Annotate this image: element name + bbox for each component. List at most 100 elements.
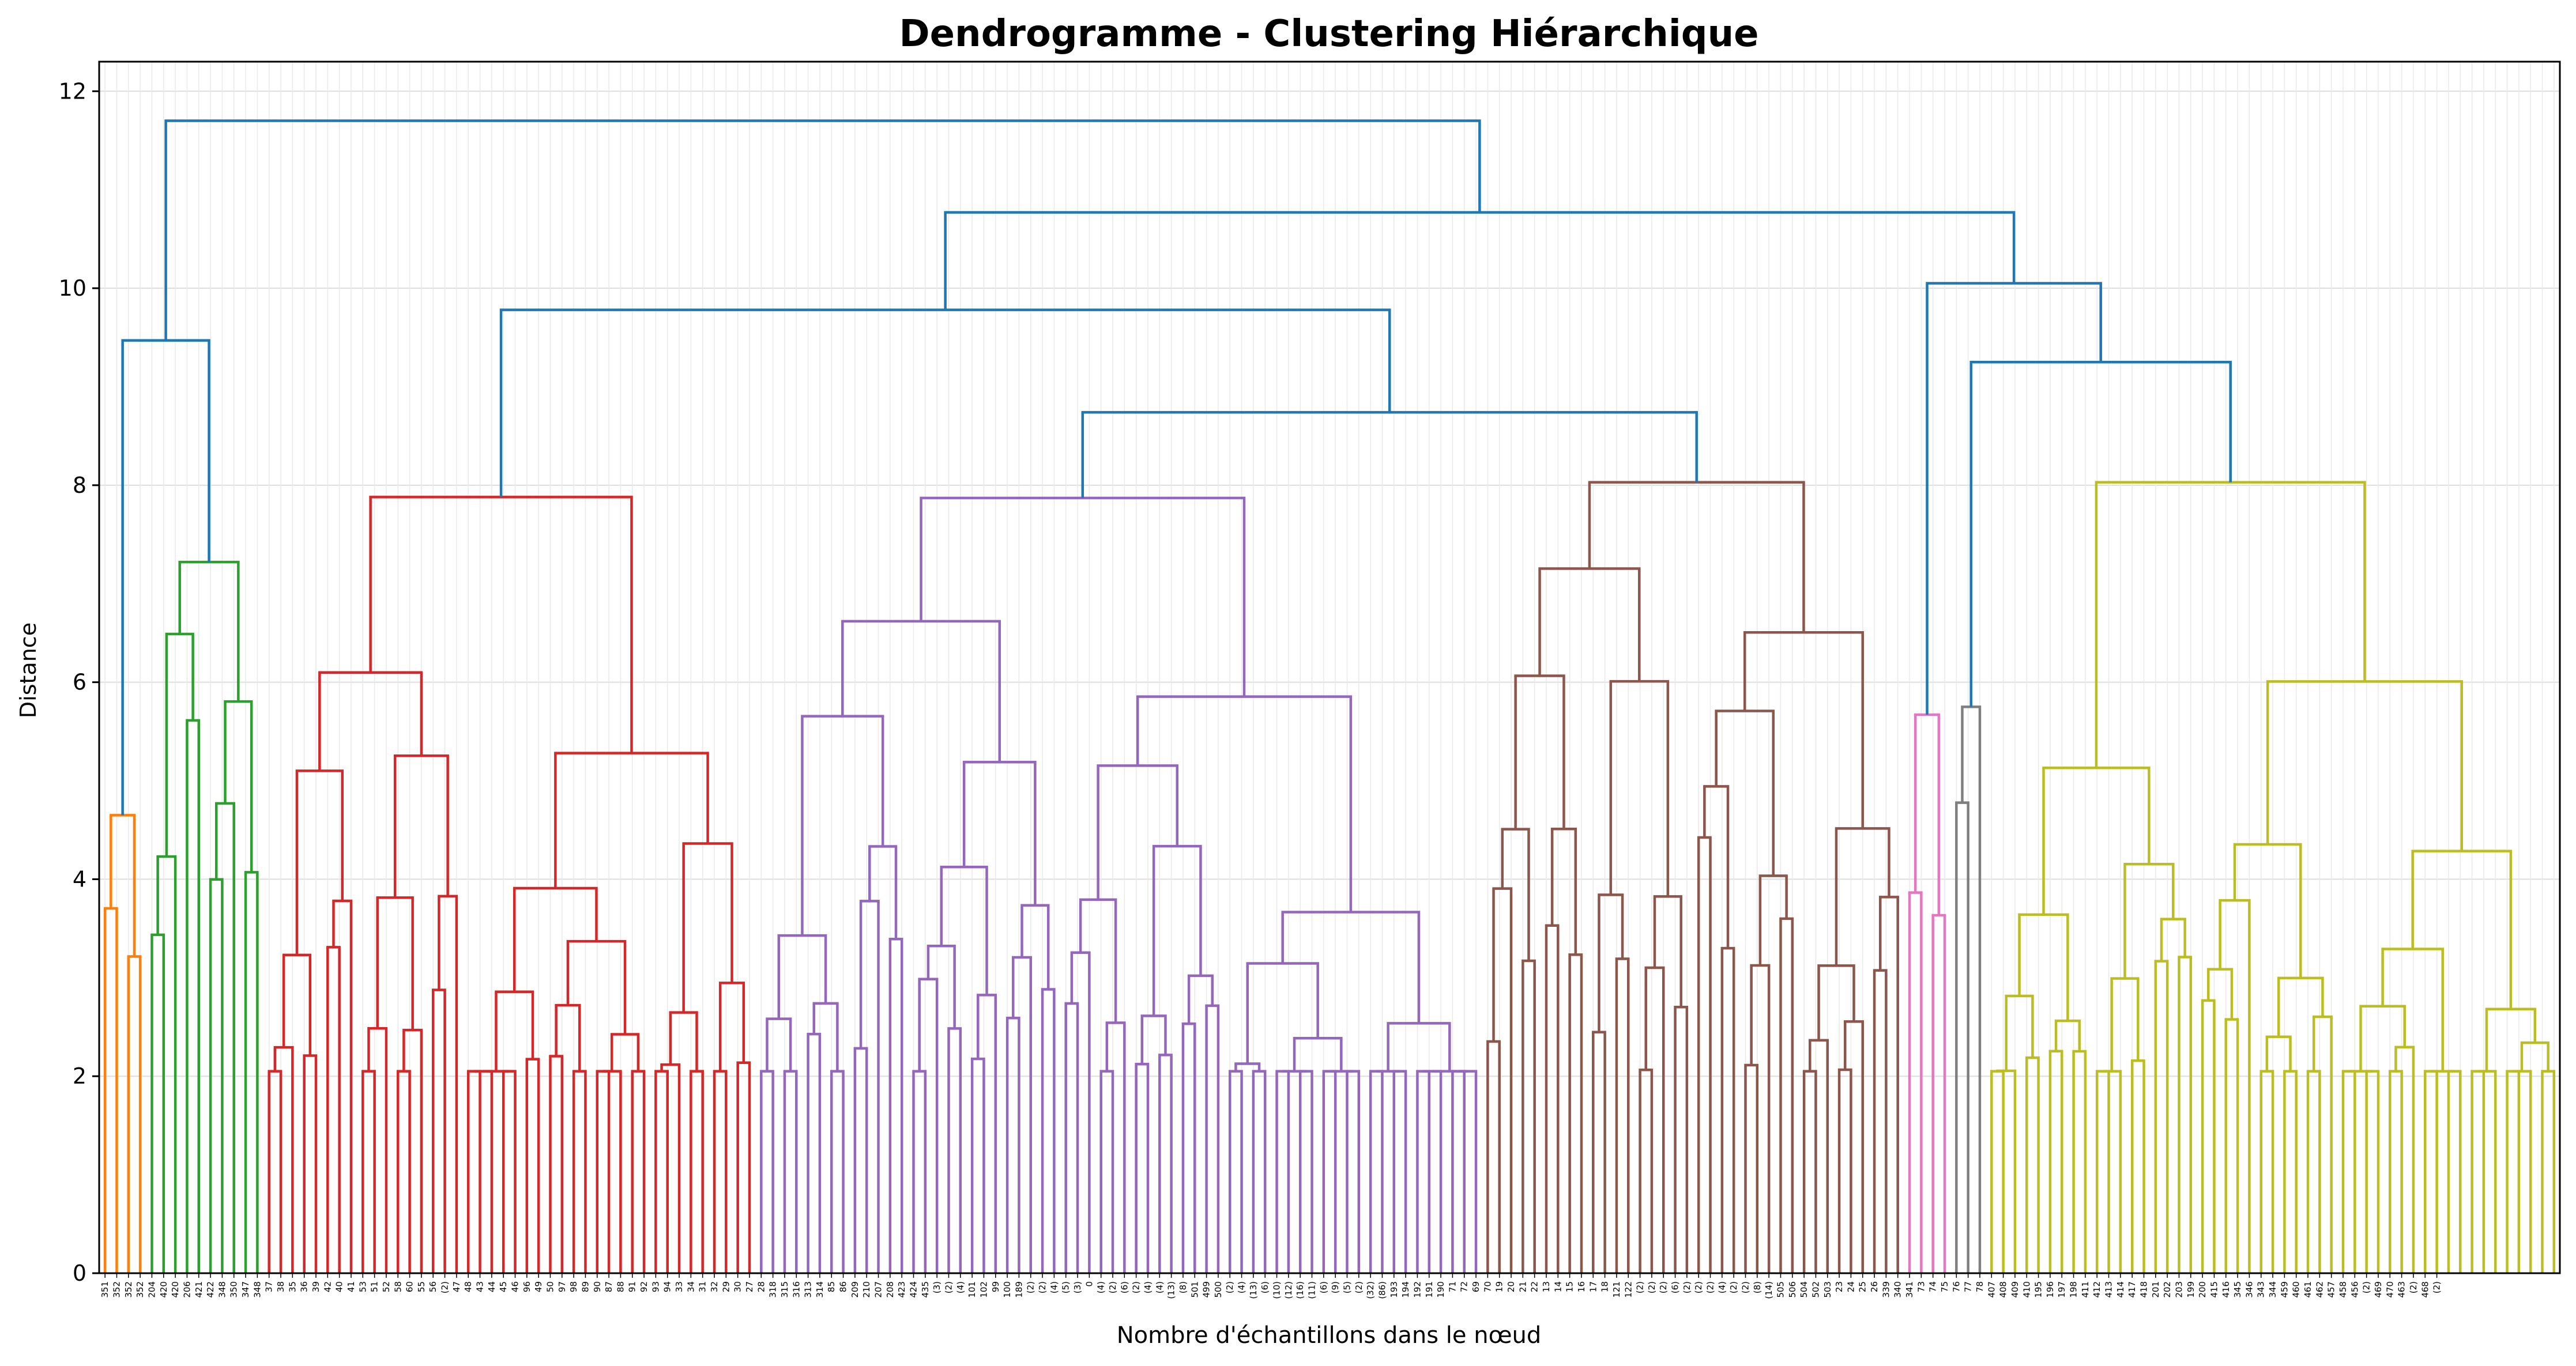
- x-tick-label: 189: [1014, 1281, 1024, 1298]
- x-tick-label: 42: [322, 1281, 333, 1292]
- cluster-link: [602, 1070, 622, 1273]
- x-tick-label: 30: [733, 1281, 743, 1292]
- cluster-link: [224, 700, 253, 873]
- x-tick-label: 315: [779, 1281, 790, 1298]
- x-tick-label: 78: [1975, 1281, 1985, 1292]
- cluster-link: [660, 1063, 681, 1273]
- x-tick-label: (4): [1096, 1281, 1106, 1293]
- x-tick-label: 194: [1400, 1281, 1411, 1298]
- x-tick-label: 415: [2209, 1281, 2219, 1298]
- x-tick-label: 60: [405, 1281, 415, 1292]
- x-tick-label: (32): [1365, 1281, 1376, 1299]
- cluster-link: [2381, 948, 2445, 1071]
- x-tick-label: 51: [370, 1281, 380, 1292]
- cluster-link: [1914, 713, 1941, 915]
- x-tick-label: (6): [1119, 1281, 1129, 1293]
- dendrogram-links: [103, 119, 2556, 1273]
- cluster-link: [1744, 1063, 1759, 1273]
- x-tick-label: 202: [2162, 1281, 2172, 1298]
- x-tick-label: 352: [111, 1281, 122, 1298]
- cluster-link: [495, 990, 534, 1071]
- x-tick-label: 460: [2291, 1281, 2302, 1298]
- x-tick-label: (2): [1647, 1281, 1657, 1293]
- x-tick-label: 339: [1881, 1281, 1891, 1298]
- x-tick-label: 48: [463, 1281, 473, 1292]
- x-tick-label: 41: [346, 1281, 356, 1292]
- x-tick-label: 92: [639, 1281, 649, 1292]
- cluster-link: [572, 1070, 587, 1273]
- x-tick-label: 91: [627, 1281, 638, 1292]
- x-tick-label: 209: [850, 1281, 860, 1298]
- x-tick-label: 29: [721, 1281, 731, 1292]
- plot-frame: [98, 61, 2561, 1274]
- cluster-link: [2054, 1019, 2081, 1051]
- cluster-link: [268, 1070, 283, 1273]
- x-tick-label: 423: [897, 1281, 907, 1298]
- y-tick-label: 10: [59, 276, 86, 301]
- x-tick-label: 343: [2256, 1281, 2266, 1298]
- cluster-link: [1346, 1070, 1361, 1273]
- x-tick-label: 50: [545, 1281, 555, 1292]
- x-tick-label: 31: [698, 1281, 708, 1292]
- cluster-link: [783, 1070, 798, 1273]
- x-tick-label: 201: [2151, 1281, 2161, 1298]
- cluster-link: [1961, 705, 1982, 1273]
- x-tick-label: 407: [1986, 1281, 1997, 1298]
- x-tick-label: 351: [100, 1281, 110, 1298]
- x-tick-label: 504: [1799, 1281, 1809, 1298]
- x-tick-label: 413: [2104, 1281, 2114, 1298]
- cluster-link: [2160, 918, 2186, 961]
- cluster-link: [1615, 957, 1630, 1273]
- cluster-link: [1802, 1070, 1817, 1273]
- cluster-link: [2513, 1070, 2532, 1273]
- cluster-link: [841, 620, 1001, 763]
- x-tick-label: 435: [920, 1281, 931, 1298]
- x-tick-label: 69: [1471, 1281, 1481, 1292]
- x-tick-label: 0: [1084, 1281, 1094, 1287]
- x-tick-label: (2): [1740, 1281, 1750, 1293]
- x-tick-label: 458: [2338, 1281, 2348, 1298]
- x-tick-label: 15: [1565, 1281, 1575, 1292]
- chart-title: Dendrogramme - Clustering Hiérarchique: [899, 13, 1758, 55]
- cluster-link: [2265, 1035, 2292, 1071]
- cluster-link: [127, 955, 142, 1273]
- x-tick-label: (4): [1717, 1281, 1727, 1293]
- x-tick-label: 93: [650, 1281, 661, 1292]
- x-tick-label: (13): [1248, 1281, 1259, 1299]
- x-tick-label: (6): [1670, 1281, 1681, 1293]
- x-tick-label: 73: [1916, 1281, 1926, 1292]
- cluster-link: [332, 899, 353, 1273]
- x-tick-label: (86): [1377, 1281, 1387, 1299]
- cluster-link: [1538, 567, 1641, 682]
- cluster-link: [361, 1070, 376, 1273]
- cluster-link: [962, 760, 1037, 905]
- cluster-link: [713, 1070, 728, 1273]
- x-tick-label: (2): [440, 1281, 450, 1293]
- cluster-link: [830, 1070, 845, 1273]
- x-tick-label: (4): [955, 1281, 966, 1293]
- x-tick-label: 417: [2127, 1281, 2137, 1298]
- x-tick-label: (2): [943, 1281, 954, 1293]
- cluster-link: [2018, 913, 2069, 1021]
- cluster-link: [513, 886, 598, 992]
- x-tick-label: 99: [991, 1281, 1001, 1292]
- x-tick-label: 347: [240, 1281, 251, 1298]
- cluster-link: [2219, 899, 2251, 1273]
- x-tick-label: 348: [252, 1281, 262, 1298]
- x-tick-label: (2): [2362, 1281, 2372, 1293]
- x-tick-label: 501: [1189, 1281, 1200, 1298]
- x-tick-label: 85: [826, 1281, 837, 1292]
- x-tick-label: 469: [2373, 1281, 2383, 1298]
- x-tick-label: 210: [861, 1281, 872, 1298]
- cluster-link: [1779, 917, 1794, 1273]
- x-tick-label: 46: [510, 1281, 520, 1292]
- top-link: [121, 339, 210, 816]
- x-tick-label: 191: [1424, 1281, 1434, 1298]
- x-tick-label: 43: [475, 1281, 485, 1292]
- x-tick-label: 457: [2326, 1281, 2337, 1298]
- cluster-link: [690, 1070, 704, 1273]
- cluster-link: [369, 496, 633, 753]
- x-tick-label: (2): [1131, 1281, 1142, 1293]
- cluster-link: [2365, 1070, 2380, 1273]
- cluster-link: [103, 907, 118, 1273]
